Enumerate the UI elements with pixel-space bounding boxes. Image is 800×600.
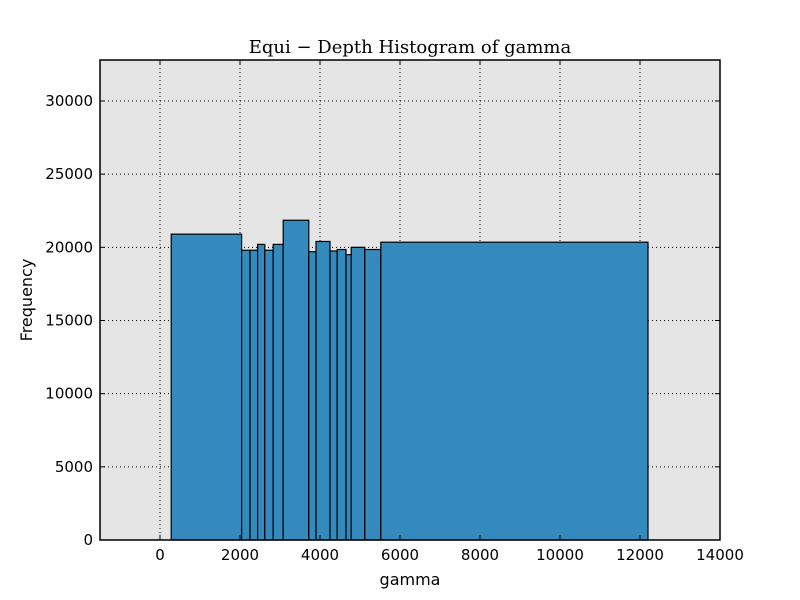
histogram-bar [336,248,347,541]
x-tick-label: 10000 [536,546,584,564]
x-tick-label: 14000 [696,546,744,564]
y-tick-label: 0 [83,531,93,549]
x-axis-label: gamma [380,570,441,589]
x-tick-label: 8000 [461,546,499,564]
x-tick-label: 2000 [221,546,259,564]
chart-title: Equi − Depth Histogram of gamma [249,37,572,58]
histogram-bar [329,250,338,541]
histogram-bar [272,243,284,541]
histogram-bar [264,249,274,541]
x-axis-ticks: 0 2000 4000 6000 8000 10000 12000 14000 [155,60,744,564]
y-tick-label: 20000 [45,238,93,256]
y-tick-label: 10000 [45,385,93,403]
y-tick-label: 30000 [45,92,93,110]
histogram-bar [170,233,243,541]
histogram-bar [315,240,331,541]
y-axis-ticks: 0 5000 10000 15000 20000 25000 30000 [45,92,720,549]
x-tick-label: 4000 [301,546,339,564]
y-tick-label: 5000 [55,458,93,476]
histogram-bar [345,254,352,541]
histogram-bar [257,243,266,541]
histogram-bar [350,246,366,541]
y-tick-label: 25000 [45,165,93,183]
y-tick-label: 15000 [45,311,93,329]
bars [170,219,649,541]
histogram-bar [380,241,649,541]
histogram-bar [249,249,259,541]
x-tick-label: 12000 [616,546,664,564]
plot-frame [99,59,721,541]
x-tick-label: 0 [155,546,165,564]
histogram-bar [364,248,382,541]
x-tick-label: 6000 [381,546,419,564]
histogram-bar [241,249,251,541]
histogram-bar [308,251,317,541]
histogram-bar [282,219,310,541]
y-axis-label: Frequency [17,259,36,342]
